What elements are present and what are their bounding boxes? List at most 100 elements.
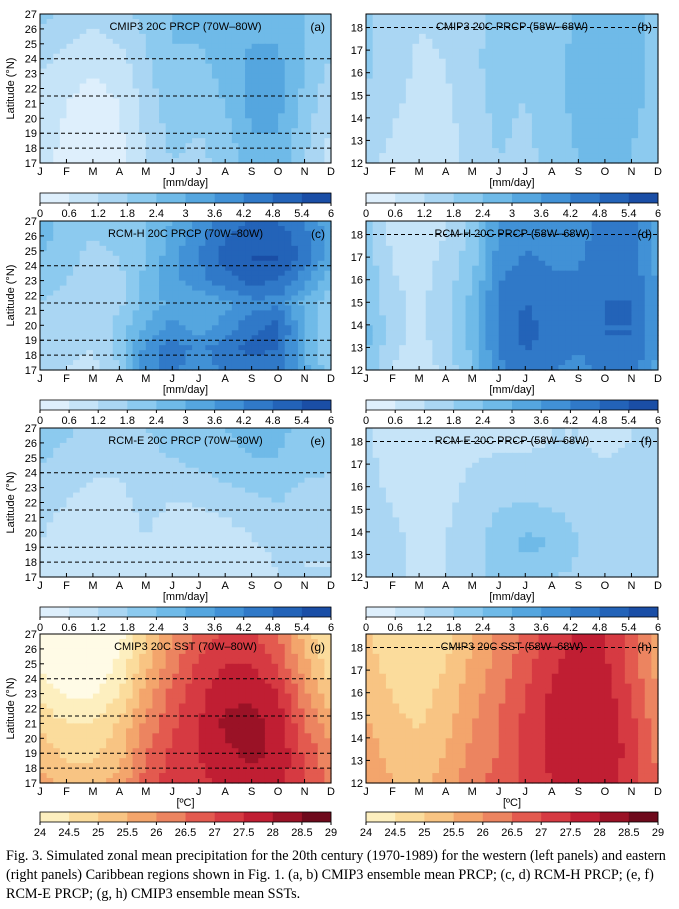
heatmap-cell	[538, 53, 546, 60]
heatmap-cell	[159, 143, 167, 149]
heatmap-cell	[531, 88, 540, 95]
heatmap-cell	[392, 295, 400, 302]
heatmap-cell	[631, 88, 639, 95]
heatmap-cell	[545, 28, 553, 35]
heatmap-cell	[172, 73, 180, 80]
heatmap-cell	[139, 128, 147, 134]
heatmap-cell	[132, 143, 140, 149]
heatmap-cell	[139, 325, 147, 331]
heatmap-cell	[106, 133, 114, 139]
heatmap-cell	[512, 230, 520, 237]
heatmap-cell	[392, 255, 400, 262]
heatmap-cell	[112, 255, 120, 262]
heatmap-cell	[112, 118, 120, 124]
heatmap-cell	[439, 250, 447, 257]
heatmap-cell	[531, 63, 540, 70]
heatmap-cell	[125, 23, 134, 30]
heatmap-cell	[458, 68, 467, 75]
heatmap-cell	[651, 270, 659, 277]
heatmap-cell	[152, 275, 160, 282]
heatmap-cell	[139, 250, 147, 257]
heatmap-cell	[571, 73, 579, 80]
heatmap-cell	[198, 265, 206, 272]
heatmap-cell	[624, 14, 633, 20]
heatmap-cell	[66, 58, 74, 65]
heatmap-cell	[578, 310, 586, 316]
heatmap-cell	[591, 158, 599, 164]
heatmap-cell	[165, 340, 173, 346]
heatmap-cell	[258, 93, 266, 100]
heatmap-cell	[478, 275, 487, 282]
heatmap-cell	[284, 350, 292, 356]
heatmap-cell	[512, 63, 520, 70]
heatmap-cell	[251, 88, 259, 95]
heatmap-cell	[172, 138, 180, 144]
heatmap-cell	[245, 265, 253, 272]
heatmap-cell	[545, 265, 553, 272]
heatmap-cell	[178, 128, 187, 134]
heatmap-cell	[631, 118, 639, 124]
heatmap-cell	[591, 295, 599, 302]
heatmap-cell	[211, 285, 220, 292]
heatmap-cell	[218, 138, 226, 144]
heatmap-cell	[86, 335, 94, 341]
heatmap-cell	[297, 350, 306, 356]
heatmap-cell	[258, 33, 266, 40]
heatmap-cell	[465, 245, 473, 252]
heatmap-cell	[66, 38, 74, 45]
heatmap-cell	[231, 295, 240, 302]
heatmap-cell	[618, 28, 626, 35]
heatmap-cell	[86, 138, 94, 144]
heatmap-cell	[405, 33, 414, 40]
heatmap-cell	[46, 315, 54, 321]
heatmap-cell	[379, 295, 387, 302]
heatmap-cell	[452, 245, 460, 252]
heatmap-cell	[192, 240, 200, 247]
heatmap-cell	[604, 235, 613, 242]
heatmap-cell	[498, 310, 506, 316]
heatmap-cell	[59, 128, 68, 134]
heatmap-cell	[211, 345, 220, 351]
heatmap-cell	[231, 340, 240, 346]
heatmap-cell	[485, 108, 493, 114]
heatmap-cell	[432, 48, 440, 55]
heatmap-cell	[458, 123, 467, 129]
heatmap-cell	[518, 38, 526, 45]
heatmap-cell	[132, 73, 140, 80]
heatmap-cell	[192, 133, 200, 139]
heatmap-cell	[638, 88, 646, 95]
y-tick-label: 16	[351, 68, 363, 80]
heatmap-cell	[46, 295, 54, 302]
heatmap-cell	[317, 113, 325, 119]
heatmap-cell	[425, 148, 433, 154]
heatmap-cell	[598, 63, 606, 70]
heatmap-cell	[79, 345, 87, 351]
y-tick-label: 21	[25, 98, 37, 110]
heatmap-cell	[392, 305, 400, 311]
heatmap-cell	[591, 148, 599, 154]
heatmap-cell	[518, 240, 526, 247]
heatmap-cell	[405, 255, 414, 262]
heatmap-cell	[73, 138, 81, 144]
heatmap-cell	[251, 18, 259, 25]
heatmap-cell	[591, 123, 599, 129]
heatmap-cell	[59, 255, 68, 262]
heatmap-cell	[425, 108, 433, 114]
heatmap-cell	[73, 305, 81, 311]
heatmap-cell	[598, 230, 606, 237]
heatmap-cell	[99, 108, 107, 114]
y-axis-label: Latitude (°N)	[5, 265, 17, 327]
heatmap-cell	[651, 63, 659, 70]
heatmap-cell	[86, 240, 94, 247]
heatmap-cell	[231, 23, 240, 30]
heatmap-cell	[218, 305, 226, 311]
heatmap-cell	[119, 340, 127, 346]
heatmap-cell	[445, 133, 453, 139]
heatmap-cell	[618, 143, 626, 149]
heatmap-cell	[311, 340, 319, 346]
heatmap-cell	[558, 43, 566, 50]
heatmap-cell	[311, 325, 319, 331]
heatmap-cell	[439, 28, 447, 35]
heatmap-cell	[245, 14, 253, 20]
heatmap-cell	[565, 158, 573, 164]
